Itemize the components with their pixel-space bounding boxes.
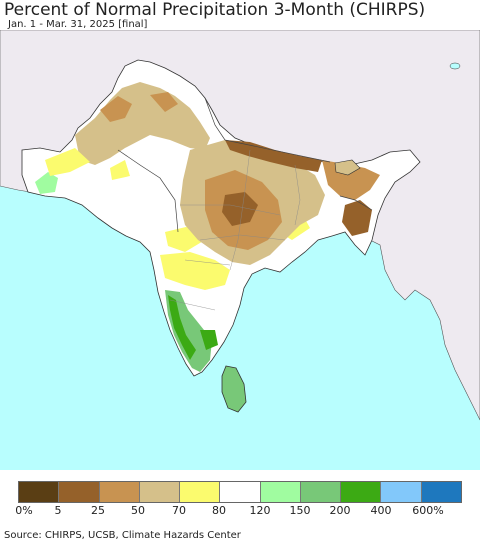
legend-tick: 200 xyxy=(329,504,351,517)
legend-swatch xyxy=(99,482,140,502)
map-title: Percent of Normal Precipitation 3-Month … xyxy=(4,0,426,20)
legend-swatch xyxy=(341,482,382,502)
legend-tick: 50 xyxy=(131,504,145,517)
legend-swatch xyxy=(59,482,100,502)
legend-tick: 80 xyxy=(212,504,226,517)
legend-tick: 0% xyxy=(15,504,33,517)
legend-swatch xyxy=(300,482,342,502)
legend-swatch xyxy=(220,482,261,502)
legend-swatch xyxy=(19,482,60,502)
legend-tick: 25 xyxy=(91,504,105,517)
legend-bar xyxy=(18,481,462,503)
precipitation-map xyxy=(0,30,480,470)
legend-tick: 120 xyxy=(249,504,271,517)
legend-swatch xyxy=(260,482,301,502)
legend-swatch xyxy=(139,482,181,502)
legend-tick: 600% xyxy=(412,504,444,517)
legend-swatch xyxy=(180,482,221,502)
legend-tick: 400 xyxy=(370,504,392,517)
legend-tick: 150 xyxy=(289,504,311,517)
legend-swatch xyxy=(421,482,461,502)
sri-lanka xyxy=(221,365,247,413)
source-credit: Source: CHIRPS, UCSB, Climate Hazards Ce… xyxy=(4,530,241,541)
legend-tick: 5 xyxy=(54,504,62,517)
legend-tick: 70 xyxy=(172,504,186,517)
legend-swatch xyxy=(381,482,422,502)
map-subtitle: Jan. 1 - Mar. 31, 2025 [final] xyxy=(8,19,148,30)
